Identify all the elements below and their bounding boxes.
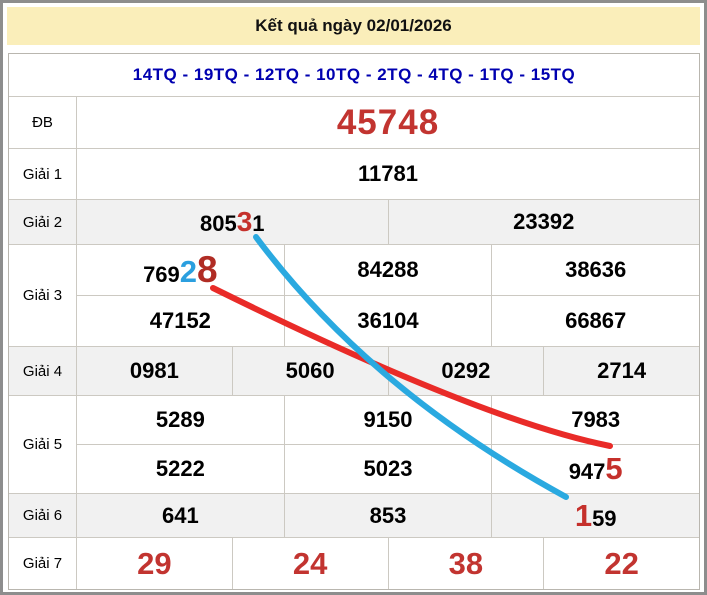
page-title: Kết quả ngày 02/01/2026 (255, 16, 452, 35)
prize-5-number-6: 9475 (569, 451, 623, 487)
prize-3-number-5: 36104 (357, 308, 419, 333)
prize-3-cell-5: 36104 (283, 296, 492, 346)
prize-5-number-5: 5023 (363, 456, 413, 481)
prize-7-number-1: 29 (137, 545, 172, 581)
highlighted-digit-red: 5 (605, 451, 623, 486)
prize-5-number-3: 7983 (571, 407, 621, 432)
prize-2-cell-1: 80531 (77, 200, 388, 244)
station-list: 14TQ - 19TQ - 12TQ - 10TQ - 2TQ - 4TQ - … (132, 65, 576, 84)
prize-5-line-2: 5222 5023 9475 (77, 444, 699, 493)
prize-5-cell-3: 7983 (491, 396, 699, 444)
prize-5-cell-5: 5023 (283, 445, 492, 493)
row-label-prize-2: Giải 2 (9, 200, 77, 244)
prize-5-cell-2: 9150 (283, 396, 492, 444)
prize-3-number-2: 84288 (357, 257, 419, 282)
header-bar: Kết quả ngày 02/01/2026 (7, 7, 700, 45)
row-label-special: ĐB (9, 97, 77, 148)
digit-group: 769 (143, 262, 180, 287)
prize-6-number-3: 159 (575, 498, 617, 534)
highlighted-digit-red: 8 (197, 249, 218, 290)
prize-3-cell-1: 76928 (77, 245, 284, 295)
prize-5-cell-1: 5289 (77, 396, 284, 444)
station-row: 14TQ - 19TQ - 12TQ - 10TQ - 2TQ - 4TQ - … (9, 54, 699, 96)
prize-5-line-1: 5289 9150 7983 (77, 396, 699, 444)
prize-5-number-2: 9150 (363, 407, 413, 432)
prize-4-number-3: 0292 (441, 358, 491, 383)
prize-7-cell-1: 29 (77, 538, 232, 589)
prize-4-cell-2: 5060 (231, 347, 388, 395)
digit-group: 1 (252, 211, 265, 236)
prize-6-cell-3: 159 (491, 494, 699, 537)
row-label-prize-1: Giải 1 (9, 149, 77, 199)
prize-5-cell-6: 9475 (491, 445, 699, 493)
prize-5-number-1: 5289 (155, 407, 205, 432)
row-prize-4: Giải 4 0981 5060 0292 2714 (9, 346, 699, 395)
row-label-prize-4: Giải 4 (9, 347, 77, 395)
row-label-prize-3: Giải 3 (9, 245, 77, 346)
prize-4-cell-4: 2714 (543, 347, 699, 395)
highlighted-digit-red: 1 (574, 497, 593, 533)
prize-3-cell-3: 38636 (491, 245, 699, 295)
prize-3-number-4: 47152 (149, 308, 211, 333)
row-label-prize-7: Giải 7 (9, 538, 77, 589)
results-table: 14TQ - 19TQ - 12TQ - 10TQ - 2TQ - 4TQ - … (8, 53, 700, 590)
prize-6-number-2: 853 (369, 502, 407, 528)
special-prize-number: 45748 (336, 102, 440, 142)
prize-7-number-3: 38 (448, 545, 484, 581)
row-special-prize: ĐB 45748 (9, 96, 699, 148)
prize-7-cell-2: 24 (231, 538, 388, 589)
prize-3-cell-6: 66867 (491, 296, 699, 346)
prize-4-number-2: 5060 (285, 358, 335, 383)
prize-1-cell: 11781 (77, 149, 699, 199)
prize-7-cell-4: 22 (543, 538, 699, 589)
prize-7-number-4: 22 (604, 545, 639, 581)
prize-6-number-1: 641 (161, 502, 199, 528)
row-prize-5: Giải 5 5289 9150 7983 5222 (9, 395, 699, 493)
prize-3-cell-2: 84288 (283, 245, 492, 295)
prize-3-number-3: 38636 (565, 257, 627, 282)
prize-5-cell-4: 5222 (77, 445, 284, 493)
prize-4-number-4: 2714 (597, 358, 647, 383)
digit-group: 805 (199, 211, 237, 236)
row-label-prize-5: Giải 5 (9, 396, 77, 493)
prize-2-number-2: 23392 (513, 209, 575, 234)
special-prize-cell: 45748 (77, 97, 699, 148)
prize-3-number-6: 66867 (565, 308, 627, 333)
prize-3-line-2: 47152 36104 66867 (77, 295, 699, 346)
row-prize-7: Giải 7 29 24 38 22 (9, 537, 699, 589)
digit-group: 947 (568, 459, 606, 484)
row-prize-2: Giải 2 80531 23392 (9, 199, 699, 244)
prize-1-number: 11781 (358, 161, 418, 186)
prize-4-cell-1: 0981 (77, 347, 232, 395)
row-prize-6: Giải 6 641 853 159 (9, 493, 699, 537)
prize-6-cell-2: 853 (283, 494, 492, 537)
row-label-prize-6: Giải 6 (9, 494, 77, 537)
prize-3-cell-4: 47152 (77, 296, 284, 346)
prize-4-cell-3: 0292 (387, 347, 544, 395)
row-prize-1: Giải 1 11781 (9, 148, 699, 199)
prize-7-cell-3: 38 (387, 538, 544, 589)
prize-7-number-2: 24 (292, 545, 328, 581)
prize-2-cell-2: 23392 (387, 200, 700, 244)
prize-5-number-4: 5222 (155, 456, 205, 481)
prize-6-cell-1: 641 (77, 494, 284, 537)
digit-group: 59 (592, 505, 617, 531)
highlighted-digit-red: 3 (236, 206, 253, 237)
highlighted-digit-blue: 2 (179, 254, 198, 289)
prize-3-line-1: 76928 84288 38636 (77, 245, 699, 295)
prize-4-number-1: 0981 (129, 358, 179, 383)
prize-2-number-1: 80531 (200, 206, 265, 238)
prize-3-number-1: 76928 (143, 249, 218, 291)
row-prize-3: Giải 3 76928 84288 38636 47152 (9, 244, 699, 346)
